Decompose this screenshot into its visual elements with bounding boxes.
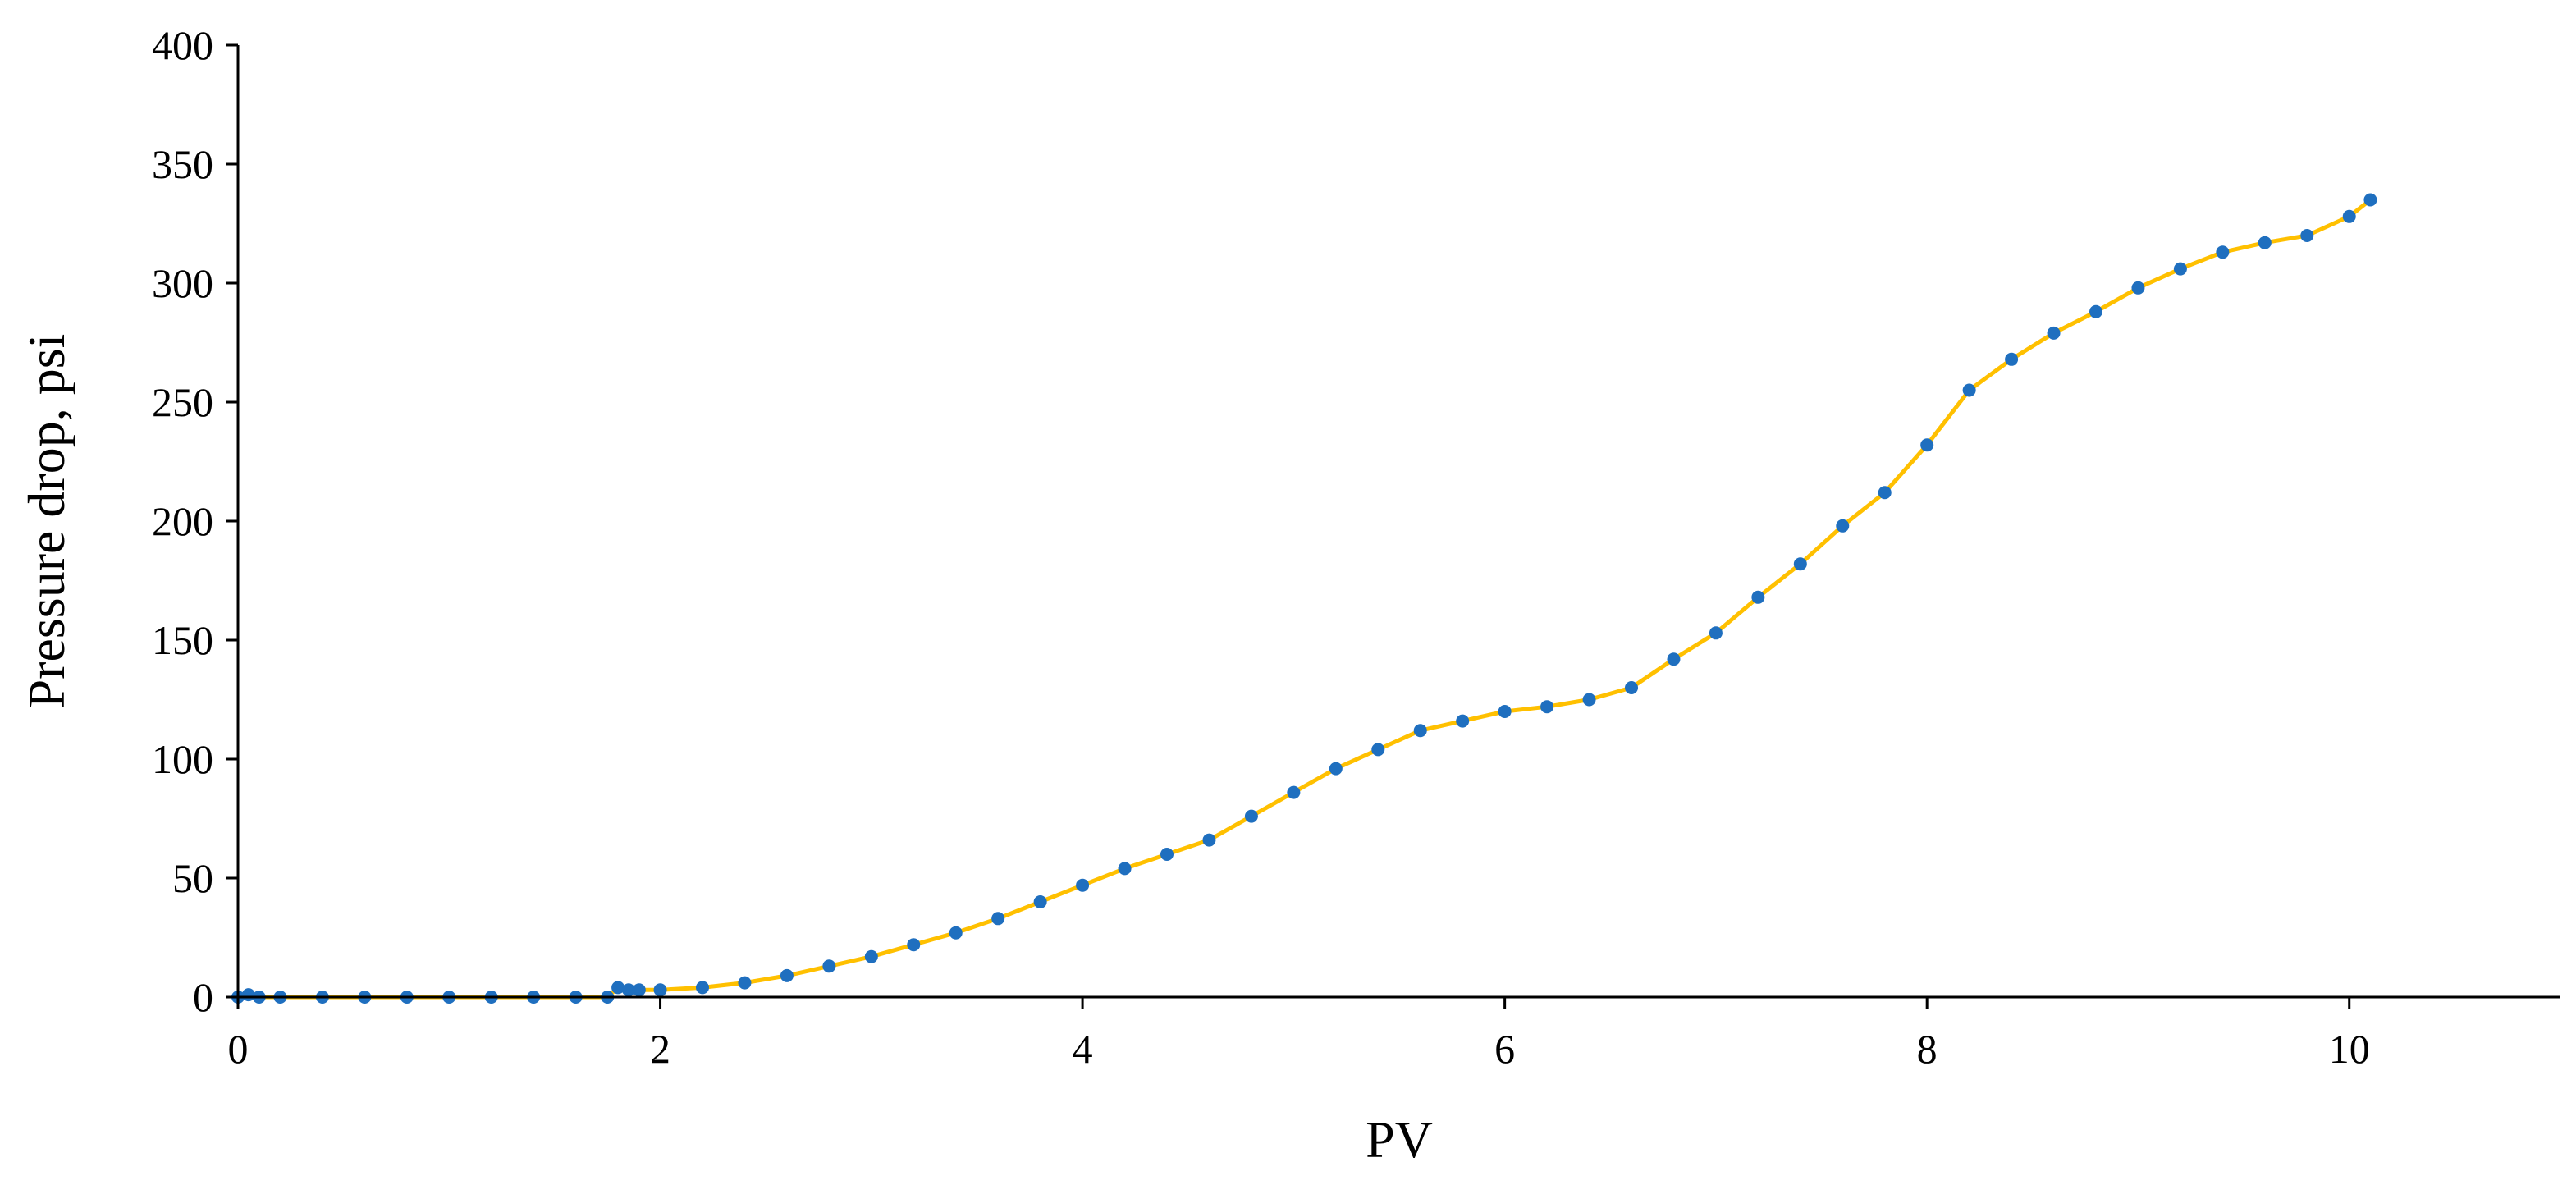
plot-area [231,193,2377,1004]
data-point [632,983,646,997]
data-point [1160,848,1174,861]
data-point [2047,326,2061,340]
data-point [2173,262,2187,276]
y-axis-title: Pressure drop, psi [17,334,75,709]
data-point [2005,352,2019,366]
x-axis-title: PV [1366,1110,1433,1169]
data-point [2300,229,2314,242]
data-point [1667,652,1681,666]
data-point [1456,714,1470,728]
x-tick-label: 0 [228,1026,249,1072]
x-tick-label: 4 [1073,1026,1093,1072]
data-point [1371,743,1385,757]
data-point [2216,245,2230,259]
data-point [2363,193,2377,207]
data-point [1962,383,1976,397]
y-tick-label: 400 [152,22,213,68]
data-point [621,983,635,997]
y-tick-label: 0 [193,974,213,1020]
data-point [1287,785,1301,799]
data-point [1329,762,1343,776]
data-point [1751,590,1765,604]
y-tick-label: 250 [152,379,213,425]
x-tick-label: 8 [1917,1026,1938,1072]
data-point [2131,281,2145,295]
data-point [1793,557,1807,571]
x-tick-label: 10 [2329,1026,2370,1072]
data-point [653,983,667,997]
data-point [2258,236,2272,249]
data-point [1413,724,1427,738]
data-point [1498,705,1512,718]
series-line [237,198,2372,1000]
data-point [1540,700,1554,714]
y-tick-label: 100 [152,736,213,782]
data-point [1836,519,1850,533]
tick-marks [226,43,2351,1009]
data-point [1118,862,1132,876]
data-point [1076,878,1090,892]
data-point [949,926,963,940]
y-tick-label: 50 [172,855,213,901]
data-point [822,959,836,973]
data-point [1709,626,1723,640]
data-point [1244,809,1258,823]
data-point [2089,304,2102,318]
axes [236,45,2560,999]
x-tick-label: 6 [1494,1026,1515,1072]
data-point [780,968,794,982]
y-tick-label: 150 [152,617,213,663]
data-point [991,912,1005,926]
data-point [1625,681,1638,694]
data-point [738,976,752,990]
y-tick-label: 200 [152,498,213,544]
data-point [1033,895,1047,908]
data-point [1582,693,1596,707]
y-tick-label: 300 [152,260,213,306]
data-point [2342,209,2356,223]
y-tick-label: 350 [152,141,213,187]
data-point [1202,833,1216,847]
data-point [611,981,625,995]
data-point [1920,438,1934,452]
data-point [1878,486,1892,500]
data-point [864,949,878,963]
x-tick-label: 2 [650,1026,670,1072]
data-point [696,981,709,995]
data-point [907,938,921,952]
